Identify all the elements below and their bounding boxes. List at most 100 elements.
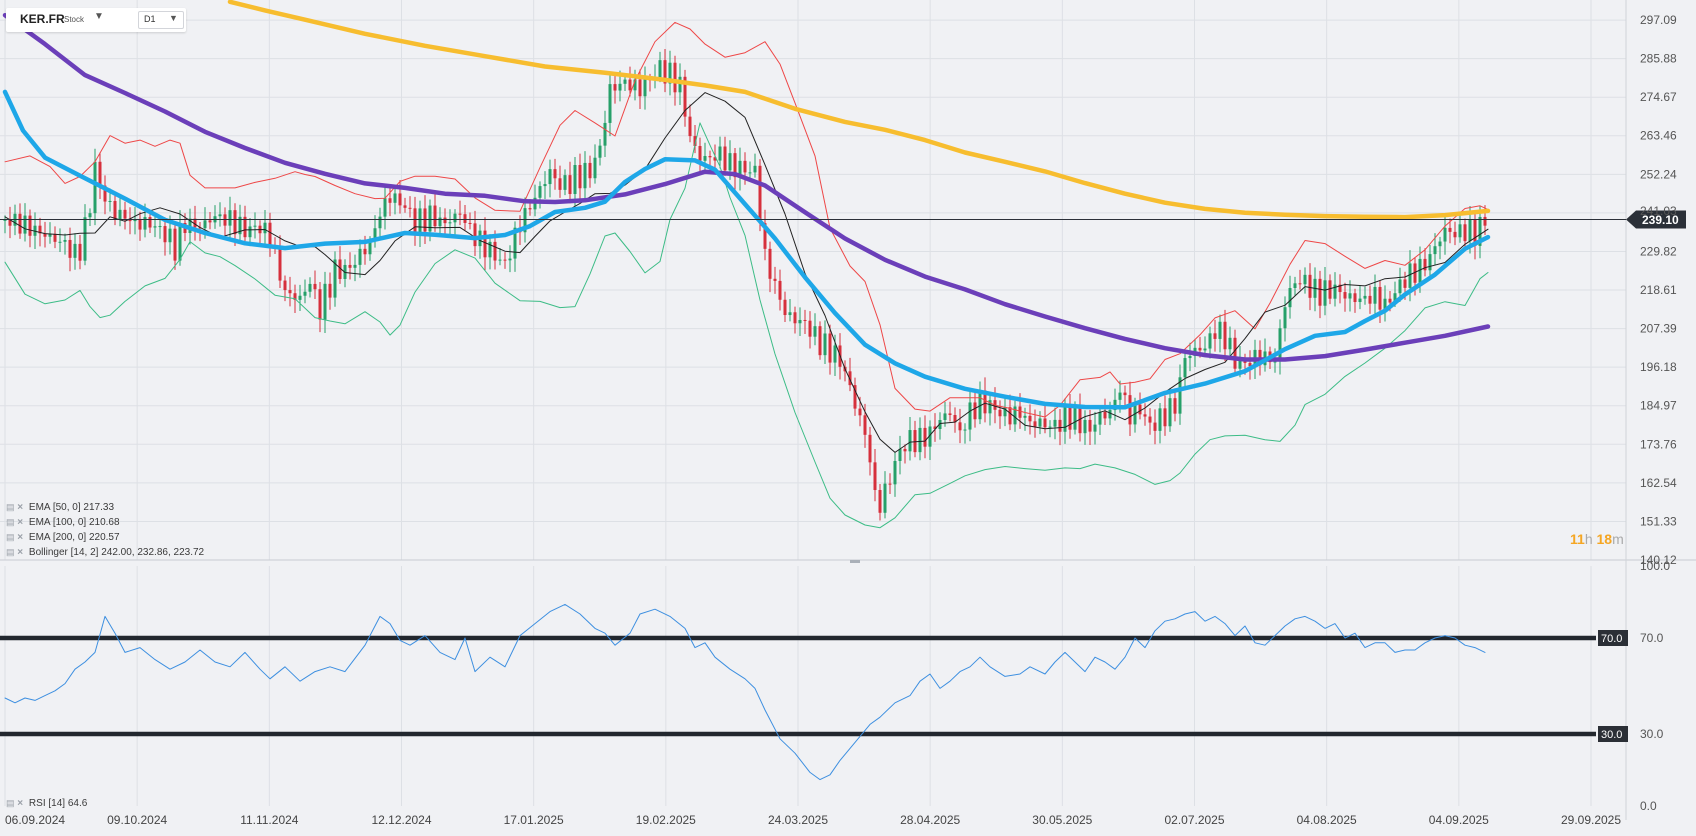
legend-params: [14] bbox=[48, 798, 66, 809]
candle bbox=[848, 371, 852, 386]
bollinger-lower-line bbox=[4, 122, 1489, 529]
candle bbox=[1433, 246, 1437, 255]
price-tick-label: 207.39 bbox=[1640, 322, 1677, 336]
candle bbox=[428, 205, 432, 232]
price-tick-label: 263.46 bbox=[1640, 129, 1677, 143]
ema50-line bbox=[2, 89, 1491, 410]
candle bbox=[148, 217, 152, 228]
countdown-minutes-unit: m bbox=[1612, 531, 1624, 547]
candle bbox=[473, 223, 477, 247]
candle bbox=[898, 448, 902, 461]
price-tick-label: 218.61 bbox=[1640, 283, 1677, 297]
candle bbox=[868, 434, 872, 463]
candle bbox=[818, 326, 822, 356]
close-icon[interactable]: × bbox=[17, 517, 24, 528]
close-icon[interactable]: × bbox=[17, 532, 24, 543]
close-icon[interactable]: × bbox=[17, 502, 24, 513]
candle bbox=[1408, 263, 1412, 288]
settings-icon[interactable]: ▤ bbox=[6, 517, 15, 527]
close-icon[interactable]: × bbox=[17, 798, 24, 809]
current-price-label: 239.10 bbox=[1642, 213, 1679, 227]
candle bbox=[603, 122, 607, 146]
candle bbox=[1133, 404, 1137, 425]
candle bbox=[293, 293, 297, 300]
indicator-legend: ▤ × EMA [50, 0] 217.33 ▤ × EMA [100, 0] … bbox=[6, 500, 204, 560]
candle bbox=[703, 156, 707, 161]
legend-ema50[interactable]: ▤ × EMA [50, 0] 217.33 bbox=[6, 500, 204, 515]
candle bbox=[393, 193, 397, 203]
candle bbox=[338, 259, 342, 279]
settings-icon[interactable]: ▤ bbox=[6, 547, 15, 557]
candle bbox=[408, 207, 412, 209]
candle bbox=[1123, 392, 1127, 396]
close-icon[interactable]: × bbox=[17, 547, 24, 558]
candle bbox=[1413, 263, 1417, 283]
candle bbox=[1463, 224, 1467, 242]
candle bbox=[683, 76, 687, 117]
candle bbox=[688, 116, 692, 137]
candle bbox=[1483, 216, 1487, 226]
candle bbox=[28, 215, 32, 236]
candle bbox=[448, 222, 452, 224]
candle bbox=[748, 172, 752, 174]
candle bbox=[193, 218, 197, 228]
legend-params: [100, 0] bbox=[52, 517, 87, 528]
candle bbox=[1003, 407, 1007, 417]
candle bbox=[1088, 419, 1092, 432]
candle bbox=[1198, 347, 1202, 351]
candle bbox=[1023, 415, 1027, 418]
candle bbox=[363, 248, 367, 255]
legend-ema200[interactable]: ▤ × EMA [200, 0] 220.57 bbox=[6, 530, 204, 545]
legend-bollinger[interactable]: ▤ × Bollinger [14, 2] 242.00, 232.86, 22… bbox=[6, 545, 204, 560]
candle bbox=[1438, 241, 1442, 247]
candle bbox=[43, 233, 47, 237]
symbol-selector[interactable]: KER.FR Stock ▼ D1 ▼ bbox=[6, 8, 186, 32]
pane-resize-handle[interactable] bbox=[850, 560, 860, 563]
candle bbox=[108, 200, 112, 202]
legend-rsi[interactable]: ▤ × RSI [14] 64.6 bbox=[6, 798, 87, 809]
candle bbox=[378, 216, 382, 229]
candle bbox=[1173, 398, 1177, 414]
candle bbox=[1458, 224, 1462, 238]
candle bbox=[288, 290, 292, 294]
legend-name: Bollinger bbox=[28, 547, 68, 558]
candle bbox=[753, 165, 757, 173]
candle bbox=[388, 198, 392, 203]
timeframe-dropdown-icon[interactable]: ▼ bbox=[169, 13, 178, 23]
candle bbox=[1153, 422, 1157, 431]
timeframe-selector[interactable]: D1 ▼ bbox=[138, 11, 184, 29]
candle bbox=[398, 193, 402, 206]
candle bbox=[1308, 274, 1312, 298]
candle bbox=[1358, 298, 1362, 303]
settings-icon[interactable]: ▤ bbox=[6, 502, 15, 512]
candle bbox=[1228, 337, 1232, 350]
candle bbox=[828, 333, 832, 363]
date-tick-label: 09.10.2024 bbox=[107, 813, 167, 827]
symbol-dropdown-icon[interactable]: ▼ bbox=[94, 11, 104, 22]
candle bbox=[1353, 293, 1357, 303]
price-tick-label: 252.24 bbox=[1640, 167, 1677, 181]
rsi-tick-label: 100.0 bbox=[1640, 559, 1670, 573]
legend-ema100[interactable]: ▤ × EMA [100, 0] 210.68 bbox=[6, 515, 204, 530]
candle bbox=[833, 345, 837, 363]
candle bbox=[373, 228, 377, 241]
settings-icon[interactable]: ▤ bbox=[6, 532, 15, 542]
candle bbox=[758, 165, 762, 224]
candle bbox=[243, 216, 247, 238]
date-tick-label: 04.09.2025 bbox=[1429, 813, 1489, 827]
candle bbox=[973, 402, 977, 420]
settings-icon[interactable]: ▤ bbox=[6, 798, 15, 808]
candle bbox=[613, 84, 617, 91]
candle bbox=[948, 413, 952, 415]
candle bbox=[1073, 406, 1077, 430]
candle bbox=[53, 233, 57, 242]
candle bbox=[88, 213, 92, 218]
candle bbox=[233, 210, 237, 235]
asset-type-label: Stock bbox=[64, 15, 85, 24]
candle bbox=[1293, 283, 1297, 289]
candle bbox=[523, 208, 527, 233]
candle bbox=[348, 264, 352, 268]
candle bbox=[1223, 321, 1227, 350]
